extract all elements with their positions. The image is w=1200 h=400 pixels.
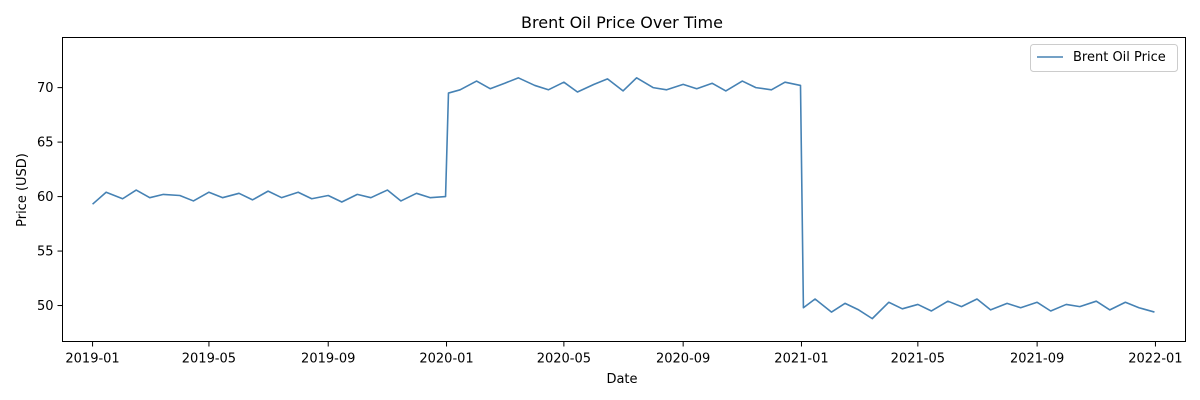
- x-axis-label: Date: [606, 372, 637, 387]
- y-tick-label: 60: [37, 190, 54, 205]
- y-tick-label: 50: [37, 299, 54, 314]
- y-tick-label: 65: [37, 136, 54, 151]
- x-tick-label: 2021-01: [774, 352, 828, 367]
- legend: Brent Oil Price: [1030, 44, 1178, 72]
- chart-title: Brent Oil Price Over Time: [521, 13, 723, 32]
- legend-entry-brent-oil-price: Brent Oil Price: [1073, 50, 1166, 65]
- x-tick-label: 2019-01: [65, 352, 119, 367]
- legend-box: [1030, 44, 1178, 72]
- x-tick-label: 2021-09: [1010, 352, 1064, 367]
- x-tick-label: 2020-09: [656, 352, 710, 367]
- series-line-brent-oil-price: [92, 77, 1155, 320]
- x-axis: 2019-01 2019-05 2019-09 2020-01 2020-05 2020-…: [65, 341, 1183, 367]
- y-axis-label: Price (USD): [15, 153, 30, 227]
- plot-area-frame: [62, 37, 1186, 342]
- y-tick-label: 55: [37, 245, 54, 260]
- x-tick-label: 2022-01: [1128, 352, 1182, 367]
- x-tick-label: 2020-05: [537, 352, 591, 367]
- x-tick-label: 2020-01: [419, 352, 473, 367]
- y-tick-label: 70: [37, 81, 54, 96]
- x-tick-label: 2019-05: [182, 352, 236, 367]
- y-axis: 50 55 60 65 70: [37, 81, 63, 314]
- x-tick-label: 2021-05: [891, 352, 945, 367]
- x-tick-label: 2019-09: [301, 352, 355, 367]
